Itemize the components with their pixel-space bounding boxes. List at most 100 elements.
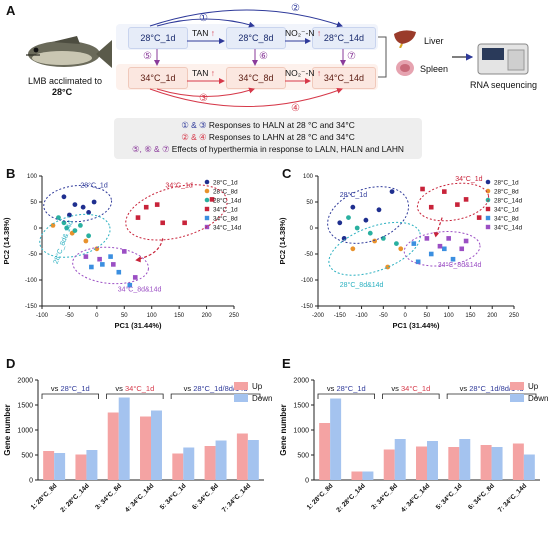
data-point: [424, 236, 430, 241]
data-point: [182, 220, 187, 226]
y-tick-label: 0: [29, 478, 33, 485]
cluster-28c-1d: [327, 186, 410, 244]
bar-up: [416, 446, 427, 480]
bar-down: [427, 441, 438, 480]
annot-34c-1d: 34°C_1d: [165, 181, 192, 189]
legend-marker: [204, 206, 210, 212]
legend-swatch-up: [510, 382, 524, 390]
bar-down: [118, 397, 130, 480]
bar-up: [107, 412, 119, 480]
box-34c-14d: 34°C_14d: [312, 67, 376, 89]
group-label: vs 34°C_1d: [115, 384, 154, 393]
box-28c-14d: 28°C_14d: [312, 27, 376, 49]
x-tick-label: 4: 34°C_14d: [399, 482, 431, 514]
legend-label-up: Up: [252, 382, 263, 391]
data-point: [80, 204, 86, 210]
y-tick-label: 0: [305, 478, 309, 485]
bar-up: [319, 423, 331, 480]
y-tick-label: 100: [303, 174, 314, 180]
data-point: [91, 199, 97, 205]
pca-chart-b: -100 -50 0 50 100 150 200 250 -150 -100 -50 0 50 100 P…: [2, 174, 242, 330]
x-tick-label: 5: 34°C_1d: [434, 482, 464, 512]
bar-chart-d: 0 500 1000 1500 2000 Gene number 1: 28°C_8d 2: …: [3, 378, 272, 514]
circle-4: ④: [291, 103, 300, 114]
data-point: [350, 204, 356, 210]
legend-label: 28°C_1d: [494, 178, 519, 186]
x-tick-label: 0: [95, 313, 99, 319]
data-point: [476, 215, 482, 220]
x-tick-label: 200: [487, 313, 498, 319]
data-point: [428, 204, 434, 210]
x-tick-label: -200: [312, 313, 325, 319]
data-point: [135, 215, 141, 220]
bar-up: [204, 446, 216, 480]
legend-marker: [204, 188, 210, 194]
x-tick-label: -100: [356, 313, 369, 319]
legend-label-down: Down: [528, 394, 548, 403]
y-tick-label: 1500: [17, 403, 33, 410]
group-bracket: [170, 393, 261, 399]
box-34c-8d: 34°C_8d: [226, 67, 286, 89]
y-tick-label: -100: [25, 278, 38, 284]
y-axis-label: Gene number: [279, 404, 288, 456]
x-tick-label: 250: [509, 313, 520, 319]
shift-arrow-head: [433, 232, 440, 238]
group-bracket: [382, 393, 440, 399]
bar-down: [247, 440, 259, 480]
x-tick-label: 1: 28°C_8d: [305, 482, 335, 512]
bar-up: [236, 433, 248, 480]
data-point: [380, 236, 386, 241]
circle-1: ①: [199, 13, 208, 24]
tan-label-28: TAN ↑: [192, 28, 215, 38]
cluster-28c-8d14d: [328, 221, 421, 276]
y-tick-label: 100: [27, 174, 38, 180]
legend-label: 28°C_1d: [213, 178, 238, 186]
x-tick-label: 100: [444, 313, 455, 319]
data-point: [442, 189, 447, 194]
box-34c-1d: 34°C_1d: [128, 67, 188, 89]
circle-2: ②: [291, 3, 300, 14]
data-point: [160, 220, 165, 226]
circle-7: ⑦: [347, 51, 356, 62]
y-axis-label: PC2 (14.38%): [278, 217, 287, 265]
y-tick-label: 1000: [293, 428, 309, 435]
legend-label-down: Down: [252, 394, 272, 403]
box-28c-8d: 28°C_8d: [226, 27, 286, 49]
legend-label: 34°C_1d: [213, 205, 238, 213]
group-label: vs 28°C_1d: [51, 384, 90, 393]
legend-marker: [485, 179, 491, 185]
x-tick-label: 200: [202, 313, 213, 319]
legend-label: 28°C_8d: [494, 187, 519, 195]
x-tick-label: 6: 34°C_8d: [466, 482, 496, 512]
data-point: [372, 238, 378, 244]
group-label: vs 28°C_1d: [327, 384, 366, 393]
data-point: [455, 202, 460, 207]
data-point: [442, 246, 447, 252]
circle-6: ⑥: [259, 51, 268, 62]
bar-up: [75, 454, 87, 480]
data-point: [415, 259, 421, 265]
tan-label-34: TAN ↑: [192, 68, 215, 78]
panel-label-c: C: [282, 166, 292, 181]
legend-label: 34°C_14d: [494, 223, 523, 231]
legend-label: 34°C_14d: [213, 223, 242, 231]
no2-label-34: NO₂⁻-N ↑: [285, 68, 322, 78]
legend-marker: [204, 179, 210, 185]
y-tick-label: 500: [21, 453, 33, 460]
data-point: [72, 228, 78, 233]
summary-line-2: ② & ④ Responses to LAHN at 28 °C and 34°…: [181, 132, 355, 142]
circle-3: ③: [199, 93, 208, 104]
annot-28c-8d14d: 28°C_8d&14d: [340, 281, 384, 289]
data-point: [346, 215, 351, 220]
panel-label-e: E: [282, 356, 291, 371]
data-point: [86, 233, 92, 239]
data-point: [459, 246, 465, 252]
x-tick-label: 2: 28°C_14d: [335, 482, 367, 514]
legend-swatch-down: [510, 394, 524, 402]
data-point: [61, 194, 67, 200]
fish-caption: LMB acclimated to: [28, 76, 103, 86]
data-point: [411, 241, 417, 246]
x-axis-label: PC1 (31.44%): [114, 321, 162, 330]
no2-label-28: NO₂⁻-N ↑: [285, 28, 322, 38]
bar-down: [459, 439, 471, 480]
